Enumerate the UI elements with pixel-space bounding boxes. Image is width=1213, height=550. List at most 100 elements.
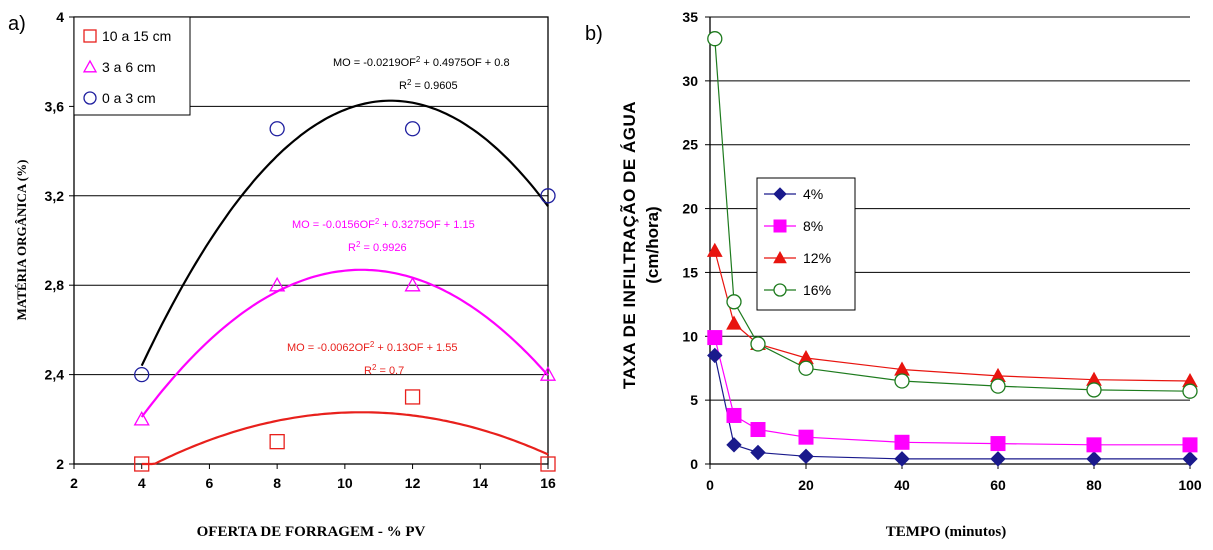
panel-a-y-tick-label: 2,4 <box>45 367 65 383</box>
fit-curve-0 <box>141 411 549 466</box>
data-point <box>1182 383 1198 399</box>
svg-text:R2 = 0.9926: R2 = 0.9926 <box>348 240 407 255</box>
data-point <box>706 242 723 257</box>
panel-b-x-tick-label: 80 <box>1086 477 1102 493</box>
panel-a-y-tick-label: 2 <box>56 456 64 472</box>
data-point <box>726 407 742 423</box>
svg-text:MO = -0.0062OF2 + 0.13OF + 1.5: MO = -0.0062OF2 + 0.13OF + 1.55 <box>287 340 457 355</box>
panel-a-points <box>133 121 557 472</box>
data-point <box>798 429 814 445</box>
panel-a-fit-curves <box>140 99 549 466</box>
legend-marker <box>83 29 97 43</box>
panel-a-label: a) <box>8 13 26 35</box>
panel-a-y-axis-title: MATÉRIA ORGÂNICA (%) <box>14 160 29 321</box>
panel-a-x-tick-label: 6 <box>206 475 214 491</box>
panel-b-y-tick-label: 25 <box>682 137 698 153</box>
data-point <box>1182 451 1198 467</box>
chart-panel-a: a) 2 2,4 2,8 3,2 3,6 4 2 4 6 8 10 12 14 16 OFERTA DE … <box>8 9 557 540</box>
data-point <box>269 276 286 292</box>
data-point <box>134 456 150 472</box>
data-point <box>726 437 742 453</box>
data-point <box>750 422 766 438</box>
panel-b-y-tick-label: 20 <box>682 201 698 217</box>
panel-b-y-tick-label: 5 <box>690 392 698 408</box>
panel-a-y-tick-label: 2,8 <box>45 277 65 293</box>
fit-curve-1 <box>140 268 549 418</box>
data-point <box>750 336 766 352</box>
data-point <box>990 436 1006 452</box>
panel-a-x-tick-label: 2 <box>70 475 78 491</box>
legend-marker <box>773 283 787 297</box>
legend-marker <box>773 219 787 233</box>
legend-label: 8% <box>803 218 823 234</box>
data-point <box>1086 451 1102 467</box>
data-point <box>404 389 421 405</box>
data-point <box>1086 437 1102 453</box>
data-point <box>990 378 1006 394</box>
panel-b-y-axis-title-line1: TAXA DE INFILTRAÇÃO DE ÁGUA <box>619 101 639 389</box>
data-point <box>707 347 723 364</box>
panel-b-x-axis-title: TEMPO (minutos) <box>886 524 1006 540</box>
panel-b-ticks: 0 5 10 15 20 25 30 35 0 20 40 60 80 100 <box>682 9 1201 493</box>
data-point <box>707 330 723 346</box>
fit-curve-2 <box>140 99 549 367</box>
svg-text:R2 = 0.9605: R2 = 0.9605 <box>399 78 458 93</box>
data-point <box>707 31 723 47</box>
data-point <box>1182 437 1198 453</box>
data-point <box>269 121 285 137</box>
data-point <box>540 456 556 472</box>
equation-10-15cm: MO = -0.0062OF2 + 0.13OF + 1.55 R2 = 0.7 <box>287 340 457 378</box>
data-point <box>269 433 285 450</box>
panel-a-y-tick-label: 4 <box>56 9 64 25</box>
panel-b-x-tick-label: 100 <box>1178 477 1202 493</box>
panel-a-gridlines <box>74 105 548 376</box>
legend-marker <box>773 250 787 264</box>
panel-b-legend-box <box>756 177 856 311</box>
panel-b-x-tick-label: 20 <box>798 477 814 493</box>
data-point <box>894 451 910 467</box>
panel-b-y-tick-label: 10 <box>682 328 698 344</box>
legend-marker <box>82 59 98 73</box>
svg-text:MO = -0.0219OF2 + 0.4975OF + 0: MO = -0.0219OF2 + 0.4975OF + 0.8 <box>333 55 510 70</box>
panel-a-y-tick-label: 3,6 <box>45 98 65 114</box>
panel-a-x-tick-label: 16 <box>540 475 556 491</box>
data-point <box>894 434 910 450</box>
data-point <box>990 451 1006 467</box>
chart-panel-b: b) 0 5 10 15 20 25 30 35 0 20 40 60 80 100 TEMPO (min… <box>585 9 1202 540</box>
legend-label: 16% <box>803 282 831 298</box>
data-point <box>894 373 910 389</box>
panel-b-label: b) <box>585 23 603 45</box>
panel-b-x-tick-label: 40 <box>894 477 910 493</box>
panel-b-x-tick-label: 60 <box>990 477 1006 493</box>
data-point <box>539 366 557 381</box>
svg-text:R2 = 0.7: R2 = 0.7 <box>364 363 404 378</box>
legend-label: 12% <box>803 250 831 266</box>
panel-a-x-tick-label: 14 <box>472 475 488 491</box>
panel-b-y-tick-label: 15 <box>682 264 698 280</box>
legend-marker <box>773 187 787 201</box>
svg-text:MO = -0.0156OF2 + 0.3275OF + 1: MO = -0.0156OF2 + 0.3275OF + 1.15 <box>292 217 475 232</box>
data-point <box>404 121 421 137</box>
data-point <box>133 410 150 426</box>
panel-a-x-axis-title: OFERTA DE FORRAGEM - % PV <box>197 524 426 540</box>
data-point <box>1086 382 1102 398</box>
legend-label: 0 a 3 cm <box>102 90 156 106</box>
panel-a-x-tick-label: 4 <box>138 475 146 491</box>
series-line-1 <box>714 337 1190 446</box>
data-point <box>798 360 814 376</box>
data-point <box>726 294 742 310</box>
data-point <box>726 315 742 330</box>
panel-a-plot-frame <box>73 16 549 465</box>
legend-label: 3 a 6 cm <box>102 59 156 75</box>
panel-a-y-tick-label: 3,2 <box>45 188 65 204</box>
panel-b-y-tick-label: 35 <box>682 9 698 25</box>
panel-b-y-tick-label: 0 <box>690 456 698 472</box>
panel-b-legend: 4% 8% 12% 16% <box>756 177 856 311</box>
legend-label: 4% <box>803 186 823 202</box>
series-line-3 <box>714 38 1191 392</box>
equation-0-3cm: MO = -0.0219OF2 + 0.4975OF + 0.8 R2 = 0.… <box>333 55 510 93</box>
legend-label: 10 a 15 cm <box>102 28 171 44</box>
panel-b-y-tick-label: 30 <box>682 73 698 89</box>
equation-3-6cm: MO = -0.0156OF2 + 0.3275OF + 1.15 R2 = 0… <box>292 217 475 255</box>
panel-a-ticks: 2 2,4 2,8 3,2 3,6 4 2 4 6 8 10 12 14 16 <box>45 9 556 491</box>
